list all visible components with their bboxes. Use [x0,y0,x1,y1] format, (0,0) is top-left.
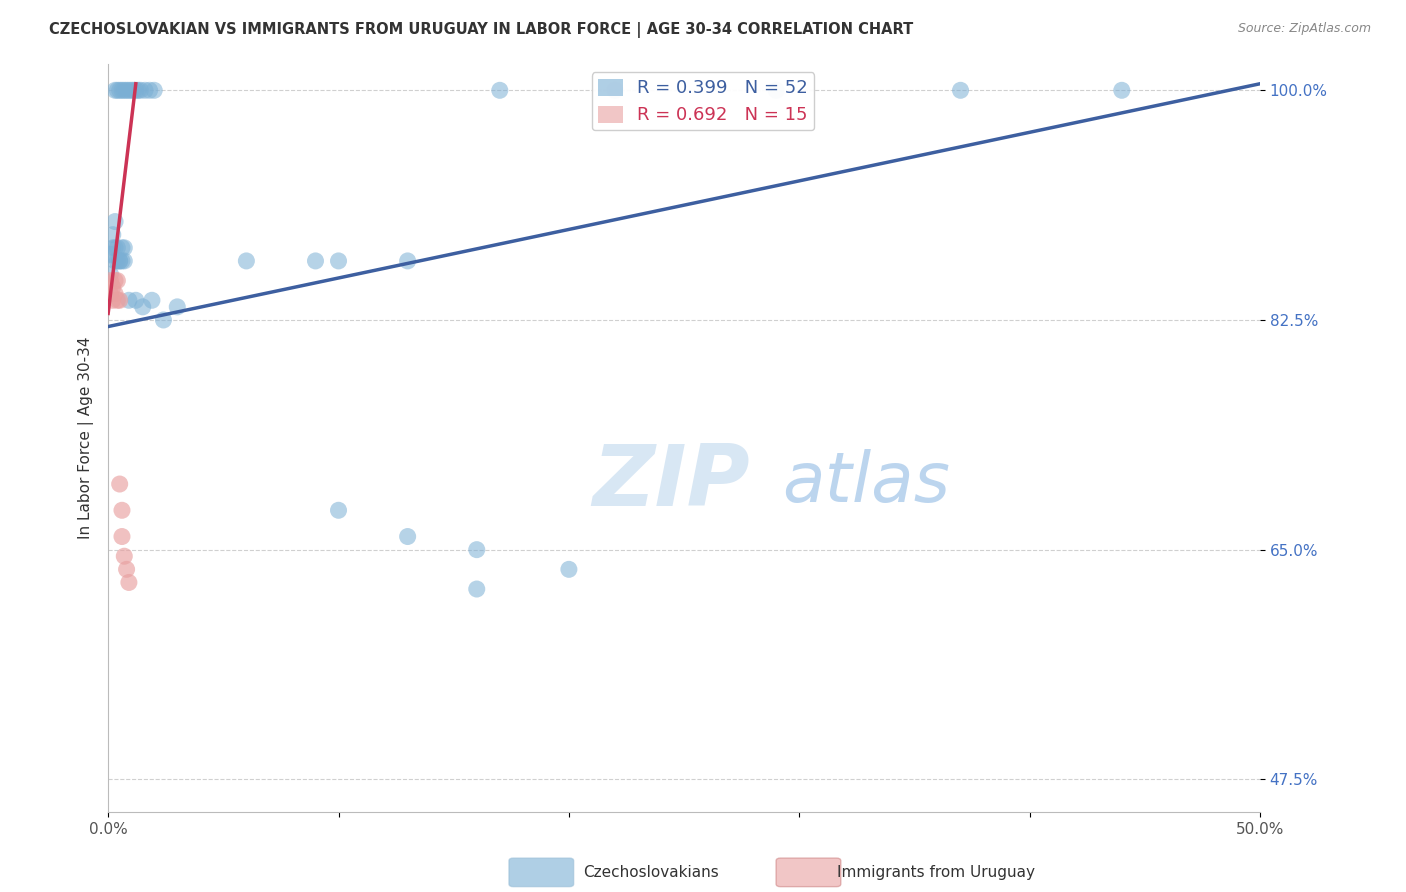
Point [328,254,350,268]
Text: Czechoslovakians: Czechoslovakians [583,865,720,880]
Point [112,254,135,268]
Point [118,83,141,97]
Point [118,575,141,590]
Point [111,254,134,268]
Point [101,241,124,255]
Point [111,529,134,543]
Point [134,83,156,97]
Point [396,254,419,268]
Point [101,280,124,294]
Point [304,254,326,268]
Point [104,274,127,288]
Legend: R = 0.399   N = 52, R = 0.692   N = 15: R = 0.399 N = 52, R = 0.692 N = 15 [592,72,814,130]
Point [328,503,350,517]
Point [465,582,488,596]
Point [949,83,972,97]
Point [105,293,128,308]
Point [141,293,163,308]
Point [100,267,122,281]
Point [129,83,152,97]
Point [603,884,626,892]
Point [104,241,127,255]
Point [765,83,787,97]
Point [101,227,124,242]
Point [101,293,124,308]
Point [104,286,127,301]
Point [118,293,141,308]
Point [120,83,142,97]
Point [111,241,134,255]
Point [104,214,127,228]
Point [115,562,138,576]
Point [396,529,419,543]
Text: Immigrants from Uruguay: Immigrants from Uruguay [837,865,1035,880]
Point [125,293,148,308]
Point [558,562,581,576]
Point [100,274,122,288]
Point [465,542,488,557]
Point [100,247,122,261]
Text: CZECHOSLOVAKIAN VS IMMIGRANTS FROM URUGUAY IN LABOR FORCE | AGE 30-34 CORRELATIO: CZECHOSLOVAKIAN VS IMMIGRANTS FROM URUGU… [49,22,914,38]
Point [488,83,510,97]
Point [1111,83,1133,97]
Point [235,254,257,268]
Point [125,83,148,97]
Text: ZIP: ZIP [592,442,749,524]
Point [104,83,127,97]
Point [100,286,122,301]
Point [115,83,138,97]
Text: Source: ZipAtlas.com: Source: ZipAtlas.com [1237,22,1371,36]
Point [132,300,155,314]
Point [127,83,149,97]
Point [143,83,166,97]
Text: atlas: atlas [782,450,950,516]
Point [108,293,131,308]
Point [105,241,128,255]
Point [108,254,131,268]
Point [108,254,131,268]
Point [122,83,145,97]
Point [105,254,128,268]
Point [111,83,134,97]
Point [108,83,131,97]
Point [111,503,134,517]
Point [112,83,135,97]
Point [112,241,135,255]
Point [138,83,160,97]
Y-axis label: In Labor Force | Age 30-34: In Labor Force | Age 30-34 [79,337,94,540]
Point [105,83,128,97]
Point [104,254,127,268]
Point [603,83,626,97]
Point [166,300,188,314]
Point [105,274,128,288]
Point [152,313,174,327]
Point [112,549,135,564]
Point [108,477,131,491]
